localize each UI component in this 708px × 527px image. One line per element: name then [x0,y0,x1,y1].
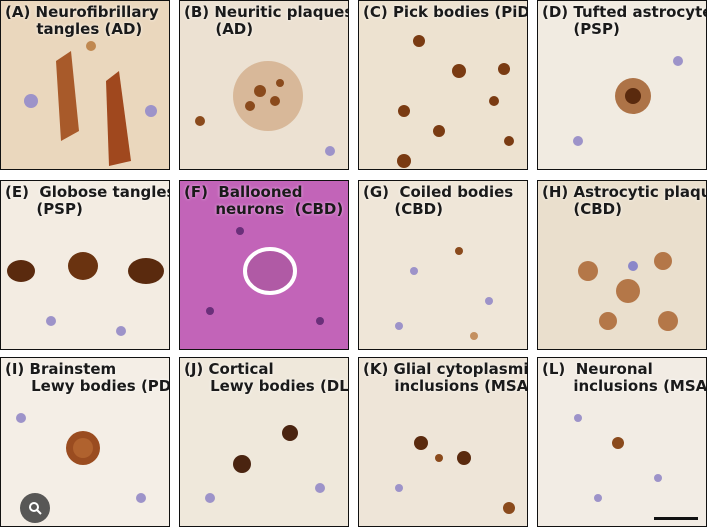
panel-b-label: (B) Neuritic plaques (AD) [184,3,349,38]
panel-d: (D) Tufted astrocytes (PSP) [537,0,707,170]
panel-h-image [538,181,706,349]
panel-f: (F) Ballooned neurons (CBD) [179,180,349,350]
panel-h-label: (H) Astrocytic plaques (CBD) [542,183,706,218]
panel-g: (G) Coiled bodies (CBD) [358,180,528,350]
panel-j-image [180,358,348,526]
panel-b-image [180,1,348,169]
panel-i-label: (I) Brainstem Lewy bodies (PD) [5,360,169,395]
panel-d-label: (D) Tufted astrocytes (PSP) [542,3,706,38]
panel-c-image [359,1,527,169]
panel-g-label: (G) Coiled bodies (CBD) [363,183,514,218]
panel-h: (H) Astrocytic plaques (CBD) [537,180,707,350]
panel-d-image [538,1,706,169]
panel-c: (C) Pick bodies (PiD) [358,0,528,170]
panel-e: (E) Globose tangles (PSP) [0,180,170,350]
panel-e-image [1,181,169,349]
panel-l: (L) Neuronal inclusions (MSA) [537,357,707,527]
panel-j: (J) Cortical Lewy bodies (DLB) [179,357,349,527]
panel-l-label: (L) Neuronal inclusions (MSA) [542,360,707,395]
panel-l-image [538,358,706,526]
panel-j-label: (J) Cortical Lewy bodies (DLB) [184,360,349,395]
lens-icon-glyph [29,502,42,515]
panel-a-image [1,1,169,169]
panel-k: (K) Glial cytoplasmic inclusions (MSA) [358,357,528,527]
lens-icon[interactable] [20,493,50,523]
panel-b: (B) Neuritic plaques (AD) [179,0,349,170]
panel-g-image [359,181,527,349]
scale-bar [654,517,698,520]
panel-c-label: (C) Pick bodies (PiD) [363,3,528,21]
panel-e-label: (E) Globose tangles (PSP) [5,183,170,218]
panel-k-label: (K) Glial cytoplasmic inclusions (MSA) [363,360,528,395]
panel-k-image [359,358,527,526]
panel-f-label: (F) Ballooned neurons (CBD) [184,183,344,218]
panel-a: (A) Neurofibrillary tangles (AD) [0,0,170,170]
panel-f-image [180,181,348,349]
panel-a-label: (A) Neurofibrillary tangles (AD) [5,3,159,38]
